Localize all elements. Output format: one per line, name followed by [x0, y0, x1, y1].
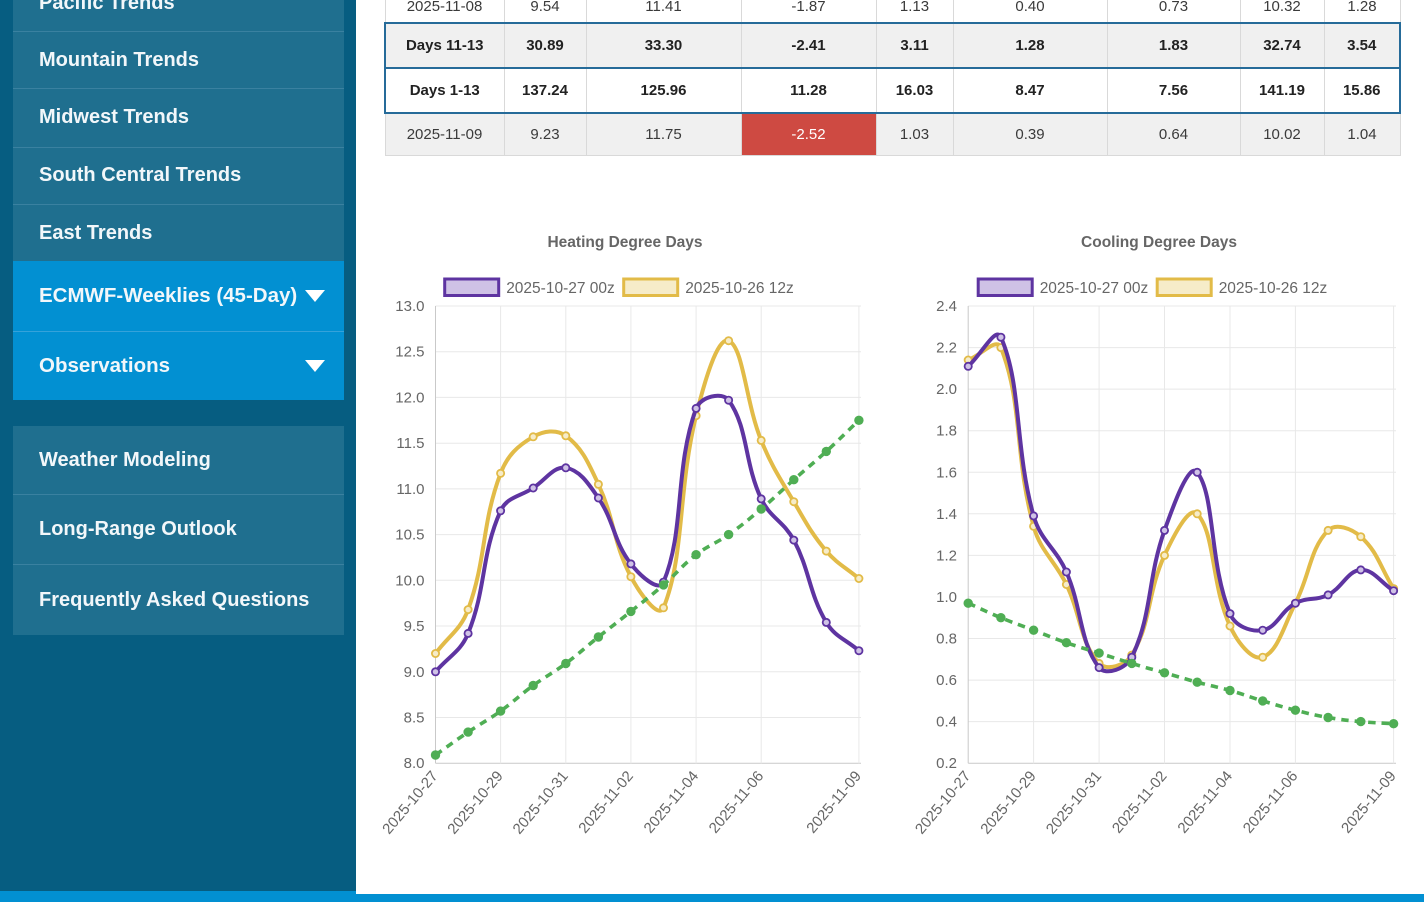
svg-text:0.2: 0.2	[936, 755, 957, 772]
svg-text:2.4: 2.4	[936, 298, 957, 315]
svg-text:2025-11-06: 2025-11-06	[1240, 768, 1302, 837]
svg-text:2025-10-29: 2025-10-29	[444, 768, 506, 838]
svg-text:2025-11-09: 2025-11-09	[1338, 768, 1400, 837]
svg-text:13.0: 13.0	[395, 298, 424, 315]
svg-text:2.0: 2.0	[936, 381, 957, 398]
svg-text:Cooling Degree Days: Cooling Degree Days	[1081, 234, 1237, 251]
svg-text:2025-11-04: 2025-11-04	[1174, 768, 1236, 837]
svg-text:9.5: 9.5	[404, 618, 425, 635]
svg-text:2.2: 2.2	[936, 340, 957, 357]
svg-text:2025-11-02: 2025-11-02	[1109, 768, 1171, 837]
svg-text:Heating Degree Days: Heating Degree Days	[547, 234, 702, 251]
svg-text:0.8: 0.8	[936, 631, 957, 648]
svg-text:2025-10-26 12z: 2025-10-26 12z	[685, 280, 794, 297]
svg-text:2025-10-26 12z: 2025-10-26 12z	[1219, 280, 1328, 297]
svg-text:8.0: 8.0	[404, 755, 425, 772]
svg-text:9.0: 9.0	[404, 664, 425, 681]
svg-text:11.5: 11.5	[396, 435, 424, 452]
svg-text:11.0: 11.0	[396, 481, 424, 498]
svg-text:12.0: 12.0	[395, 389, 424, 406]
svg-text:2025-11-06: 2025-11-06	[706, 768, 768, 837]
svg-text:1.6: 1.6	[936, 464, 957, 481]
svg-text:1.2: 1.2	[936, 547, 957, 564]
svg-text:10.0: 10.0	[395, 572, 424, 589]
svg-text:2025-11-02: 2025-11-02	[575, 768, 637, 837]
svg-text:2025-10-31: 2025-10-31	[1043, 768, 1105, 838]
svg-text:8.5: 8.5	[404, 710, 425, 727]
svg-text:0.4: 0.4	[936, 714, 957, 731]
svg-text:12.5: 12.5	[395, 344, 424, 361]
svg-text:10.5: 10.5	[395, 527, 424, 544]
svg-text:2025-11-04: 2025-11-04	[641, 768, 703, 837]
svg-text:2025-10-27: 2025-10-27	[912, 768, 974, 838]
svg-text:2025-10-27 00z: 2025-10-27 00z	[1040, 280, 1149, 297]
svg-text:0.6: 0.6	[936, 672, 957, 689]
svg-text:1.0: 1.0	[936, 589, 957, 606]
svg-text:2025-10-27 00z: 2025-10-27 00z	[506, 280, 615, 297]
svg-text:2025-11-09: 2025-11-09	[803, 768, 865, 837]
svg-text:2025-10-31: 2025-10-31	[510, 768, 572, 838]
svg-text:2025-10-27: 2025-10-27	[379, 768, 441, 838]
svg-text:1.8: 1.8	[936, 423, 957, 440]
svg-text:2025-10-29: 2025-10-29	[977, 768, 1039, 838]
svg-text:1.4: 1.4	[936, 506, 957, 523]
